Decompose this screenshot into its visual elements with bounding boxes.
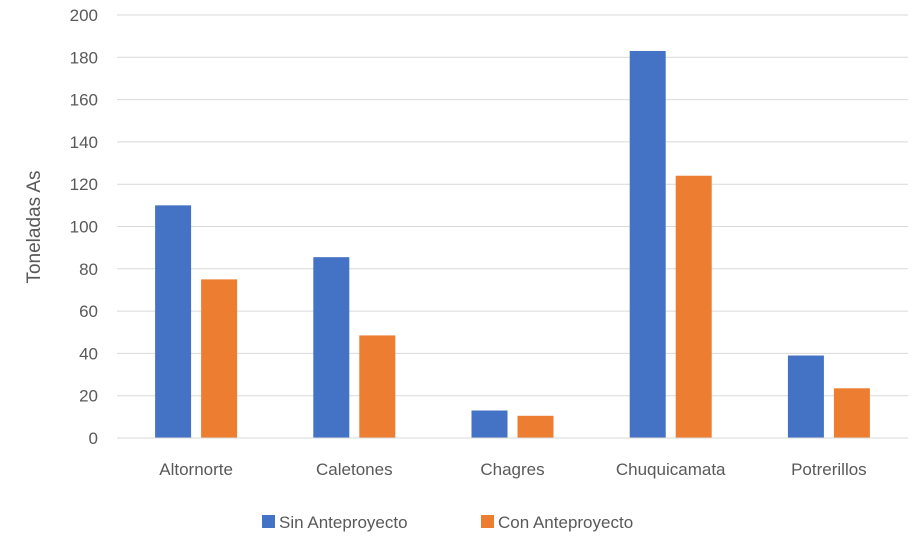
- y-tick-label: 0: [89, 429, 98, 448]
- category-label: Altornorte: [159, 460, 233, 479]
- y-tick-label: 20: [79, 387, 98, 406]
- bar-sin-potrerillos: [787, 355, 824, 438]
- bars: [155, 50, 870, 439]
- legend-swatch: [481, 515, 494, 528]
- y-axis-title: Toneladas As: [24, 170, 45, 283]
- y-tick-label: 40: [79, 344, 98, 363]
- bar-sin-altornorte: [155, 205, 192, 438]
- gridlines: [117, 14, 908, 397]
- category-labels: Altornorte Caletones Chagres Chuquicamata Po…: [159, 460, 866, 479]
- bar-sin-caletones: [313, 257, 350, 438]
- bar-con-caletones: [359, 335, 396, 438]
- category-label: Chuquicamata: [616, 460, 726, 479]
- legend-swatch: [262, 515, 275, 528]
- legend-label: Sin Anteproyecto: [279, 513, 408, 532]
- y-tick-label: 120: [70, 175, 98, 194]
- bar-con-potrerillos: [833, 388, 870, 438]
- bar-sin-chuquicamata: [629, 50, 666, 439]
- category-label: Potrerillos: [791, 460, 867, 479]
- category-label: Chagres: [480, 460, 544, 479]
- bar-sin-chagres: [471, 410, 508, 438]
- y-tick-label: 200: [70, 6, 98, 25]
- y-tick-label: 140: [70, 133, 98, 152]
- legend: Sin Anteproyecto Con Anteproyecto: [262, 513, 633, 532]
- y-tick-label: 60: [79, 302, 98, 321]
- bar-con-chuquicamata: [675, 175, 712, 439]
- y-axis-ticks: 0 20 40 60 80 100 120 140 160 180 200: [70, 6, 98, 448]
- bar-con-chagres: [517, 415, 554, 438]
- legend-label: Con Anteproyecto: [498, 513, 633, 532]
- bar-con-altornorte: [201, 279, 238, 438]
- y-tick-label: 100: [70, 218, 98, 237]
- category-label: Caletones: [316, 460, 393, 479]
- y-tick-label: 180: [70, 48, 98, 67]
- y-tick-label: 160: [70, 91, 98, 110]
- y-tick-label: 80: [79, 260, 98, 279]
